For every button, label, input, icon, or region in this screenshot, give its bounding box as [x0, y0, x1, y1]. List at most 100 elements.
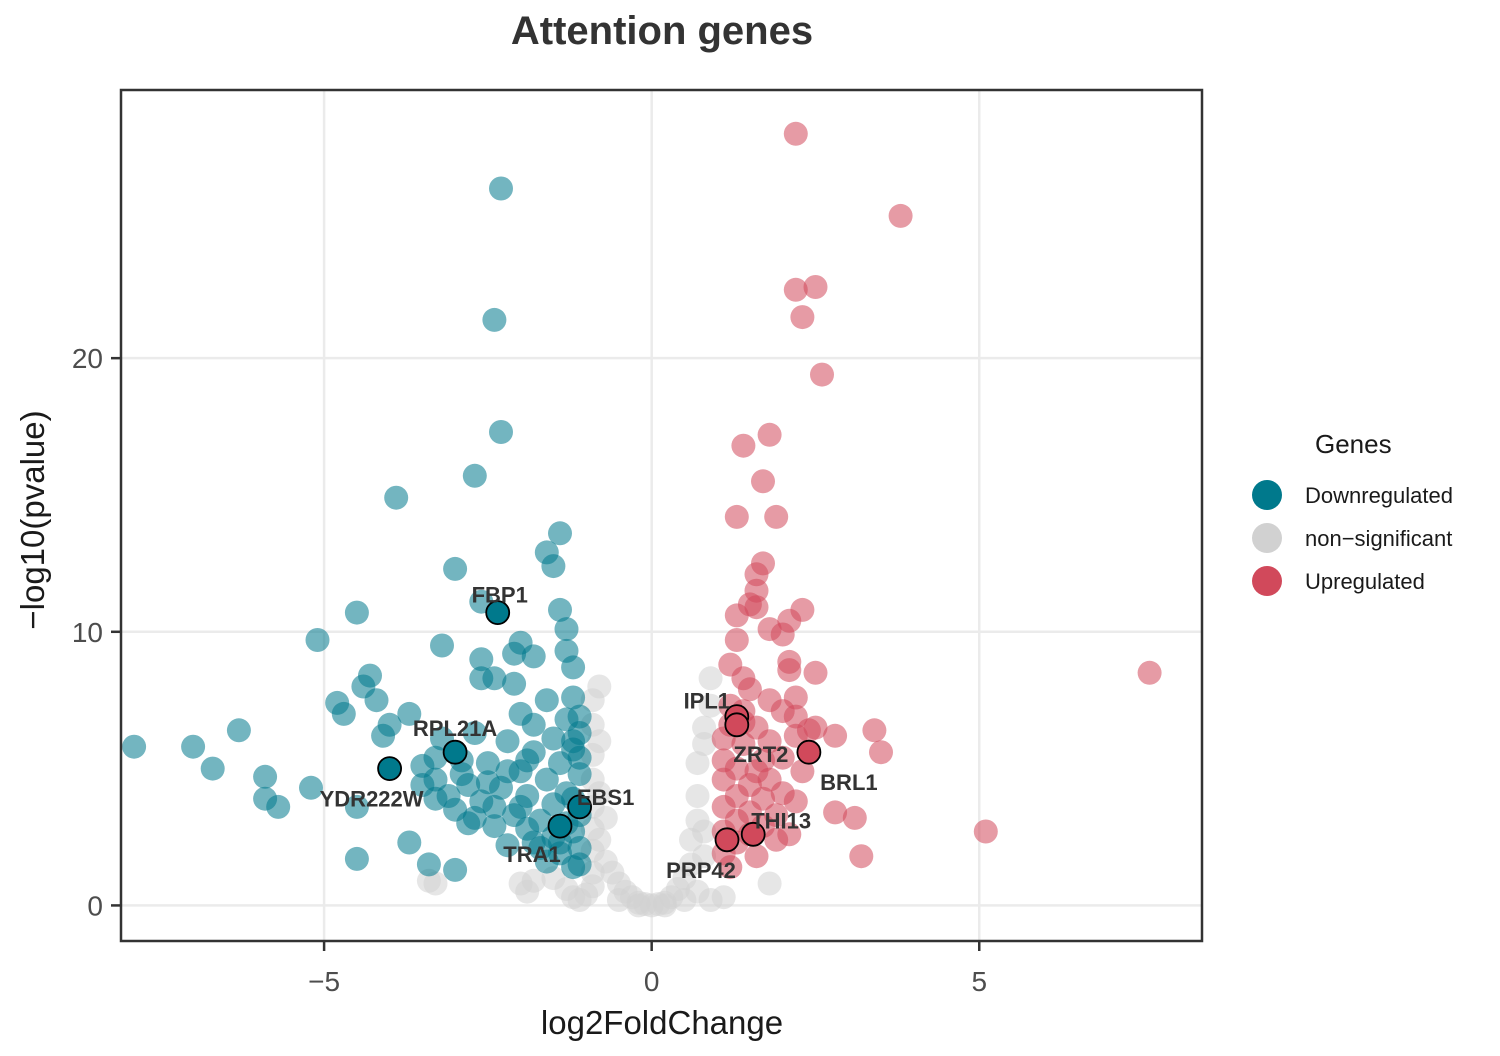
point-upregulated-68: [777, 822, 802, 847]
x-tick-label-2: 5: [971, 966, 987, 997]
point-downregulated-13: [344, 846, 369, 871]
point-upregulated-42: [849, 844, 874, 869]
point-downregulated-37: [482, 307, 507, 332]
point-upregulated-49: [718, 855, 743, 880]
highlight-point-thi13: [740, 821, 766, 847]
points: [122, 121, 1162, 918]
legend: Genes Downregulated non−significant Upregu…: [1252, 429, 1453, 596]
point-upregulated-5: [810, 362, 834, 387]
plot-panel-border: [119, 88, 1204, 943]
legend-swatch-1: [1252, 523, 1282, 553]
point-nonsignificant-47: [692, 844, 717, 869]
point-upregulated-72: [796, 718, 821, 743]
legend-label-0: Downregulated: [1305, 483, 1453, 508]
legend-swatch-2: [1252, 566, 1282, 596]
highlighted-points: [377, 600, 822, 853]
point-upregulated-39: [973, 819, 998, 844]
point-upregulated-24: [803, 660, 828, 685]
point-downregulated-58: [482, 814, 507, 839]
y-tick-label-1: 10: [72, 617, 103, 648]
point-nonsignificant-21: [587, 781, 612, 806]
point-downregulated-39: [489, 420, 513, 444]
point-downregulated-20: [397, 701, 422, 726]
point-nonsignificant-1: [423, 871, 448, 896]
y-tick-label-2: 20: [72, 343, 103, 374]
axes: −5 0 5 0 10 20: [72, 343, 987, 997]
point-upregulated-21: [724, 628, 749, 652]
point-nonsignificant-23: [593, 805, 618, 830]
highlight-point-zrt2: [796, 739, 822, 765]
gene-label-rpl21a: RPL21A: [413, 716, 497, 741]
point-upregulated-60: [751, 786, 775, 811]
point-downregulated-75: [561, 685, 586, 710]
point-downregulated-48: [521, 712, 546, 737]
point-nonsignificant-4: [521, 868, 546, 893]
point-nonsignificant-19: [587, 674, 612, 699]
legend-entries: Downregulated non−significant Upregulated: [1252, 480, 1453, 596]
gene-label-thi13: THI13: [751, 808, 811, 833]
point-nonsignificant-43: [692, 715, 717, 740]
point-downregulated-56: [475, 751, 500, 776]
point-downregulated-52: [548, 597, 572, 622]
point-nonsignificant-51: [757, 871, 782, 896]
point-upregulated-76: [751, 748, 775, 773]
point-upregulated-10: [764, 504, 789, 529]
point-downregulated-98: [475, 770, 500, 795]
point-upregulated-69: [783, 789, 808, 814]
point-downregulated-35: [469, 647, 494, 672]
point-upregulated-9: [724, 504, 749, 529]
gene-label-ydr222w: YDR222W: [320, 787, 424, 812]
point-downregulated-50: [541, 554, 566, 579]
gene-labels: FBP1 RPL21A YDR222W EBS1 TRA1 IPL1 ZRT2 BRL1 THI…: [320, 583, 878, 883]
y-axis-title: −log10(pvalue): [14, 410, 51, 629]
point-downregulated-90: [482, 794, 507, 819]
point-upregulated-27: [737, 677, 762, 702]
gene-label-zrt2: ZRT2: [733, 742, 788, 767]
point-downregulated-15: [358, 663, 382, 688]
point-downregulated-60: [495, 833, 520, 858]
point-downregulated-4: [253, 764, 278, 789]
point-downregulated-97: [449, 762, 474, 787]
point-upregulated-0: [783, 121, 808, 146]
point-upregulated-6: [757, 422, 782, 447]
point-upregulated-23: [777, 658, 802, 683]
point-downregulated-43: [502, 671, 527, 696]
highlight-point-ebs1: [567, 794, 592, 820]
point-downregulated-16: [364, 688, 389, 713]
point-downregulated-104: [561, 729, 586, 754]
point-upregulated-12: [744, 562, 769, 587]
point-downregulated-6: [266, 794, 291, 819]
point-nonsignificant-22: [587, 827, 612, 852]
point-downregulated-28: [443, 556, 468, 581]
point-nonsignificant-54: [606, 888, 631, 912]
point-downregulated-2: [200, 756, 225, 781]
point-downregulated-19: [384, 485, 409, 510]
point-downregulated-47: [521, 644, 546, 669]
highlight-point-rpl21a: [442, 739, 468, 765]
point-upregulated-66: [770, 745, 795, 770]
point-downregulated-95: [423, 745, 448, 770]
point-upregulated-41: [823, 800, 848, 825]
point-downregulated-53: [554, 617, 579, 642]
highlight-point-fbp1: [485, 600, 511, 625]
point-upregulated-2: [783, 277, 808, 302]
point-downregulated-29: [443, 857, 468, 882]
point-nonsignificant-41: [685, 751, 710, 776]
gene-label-brl1: BRL1: [820, 770, 877, 795]
x-tick-label-1: 0: [644, 966, 660, 997]
point-upregulated-71: [790, 759, 815, 784]
point-downregulated-82: [567, 852, 592, 877]
point-upregulated-64: [764, 803, 789, 828]
highlight-point-ydr222w: [377, 756, 403, 781]
point-upregulated-58: [744, 844, 769, 869]
highlight-point-extra: [724, 712, 750, 738]
legend-title: Genes: [1315, 429, 1392, 459]
point-downregulated-79: [567, 762, 592, 787]
highlight-point-prp42: [714, 827, 740, 853]
point-nonsignificant-45: [698, 666, 723, 691]
point-downregulated-99: [521, 830, 546, 855]
point-downregulated-32: [462, 463, 487, 488]
point-upregulated-40: [842, 805, 867, 830]
gene-label-ipl1: IPL1: [684, 689, 730, 714]
point-upregulated-54: [731, 732, 756, 756]
